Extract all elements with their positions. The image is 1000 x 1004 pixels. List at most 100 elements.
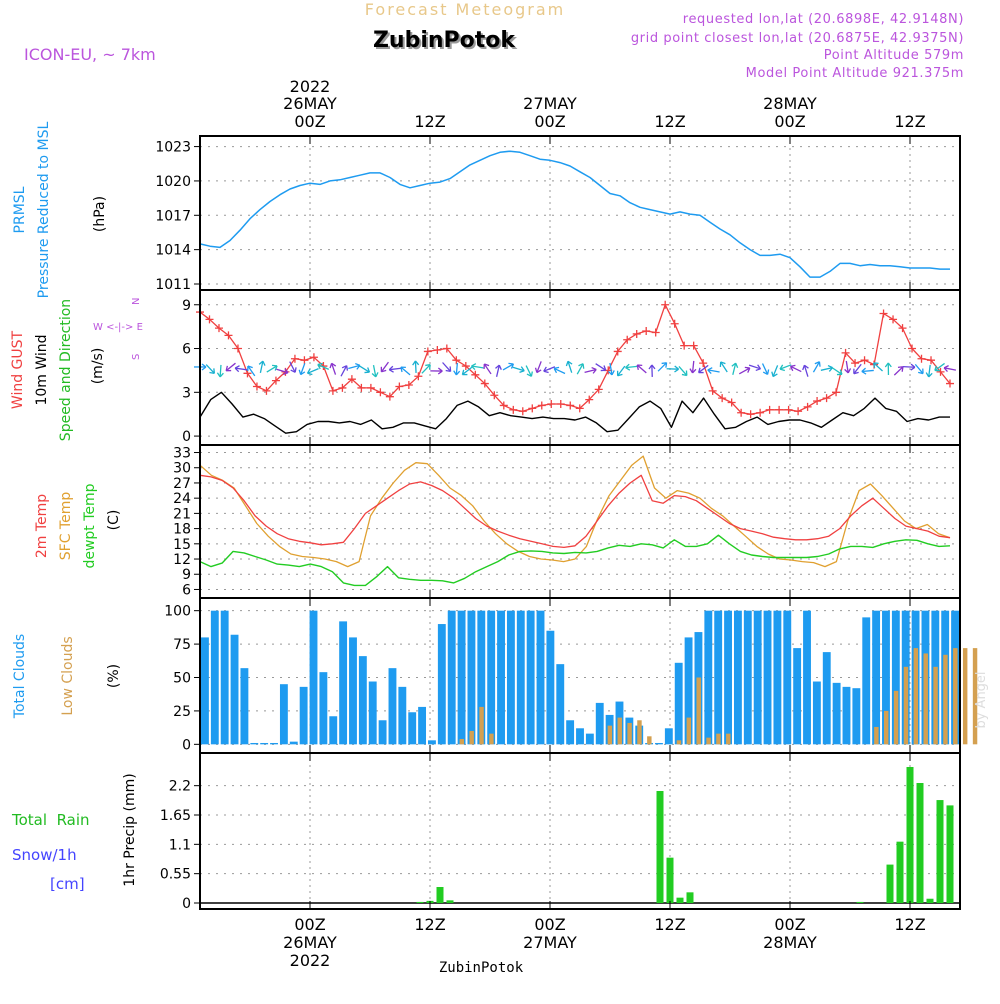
wind-direction-arrow xyxy=(389,365,402,372)
rain-bar xyxy=(927,899,934,903)
total-cloud-bar xyxy=(843,687,851,744)
total-cloud-bar xyxy=(448,611,456,745)
wind-direction-arrow xyxy=(760,362,771,375)
point-altitude: Point Altitude 579m xyxy=(824,48,964,63)
total-cloud-bar xyxy=(260,743,268,744)
top-time-label: 26MAY xyxy=(283,94,337,113)
total-cloud-bar xyxy=(833,683,841,744)
wind-direction-arrow xyxy=(748,362,761,371)
total-cloud-bar xyxy=(537,611,545,745)
gust-marker xyxy=(699,359,707,367)
gust-marker xyxy=(832,388,840,396)
wind-direction-arrow xyxy=(430,368,442,374)
low-cloud-bar xyxy=(963,648,967,744)
total-cloud-bar xyxy=(566,720,574,744)
total-cloud-bar xyxy=(369,682,377,745)
y-tick-label: 21 xyxy=(173,506,191,522)
total-cloud-bar xyxy=(389,668,397,744)
wind-direction-arrow xyxy=(379,360,391,373)
y-tick-label: 1.65 xyxy=(160,808,191,824)
gust-marker xyxy=(300,356,308,364)
pressure-label-2: Pressure Reduced to MSL xyxy=(36,121,52,298)
wind-direction-arrow xyxy=(412,361,419,373)
y-tick-label: 1011 xyxy=(155,277,191,293)
low-cloud-bar xyxy=(716,734,720,745)
requested-coords: requested lon,lat (20.6898E, 42.9148N) xyxy=(683,12,964,27)
wind-direction-arrow xyxy=(656,361,669,374)
total-cloud-bar xyxy=(773,611,781,745)
bottom-time-label: 00Z xyxy=(294,915,325,934)
wind-10m-label: 10m Wind xyxy=(34,334,50,405)
total-cloud-bar xyxy=(852,688,860,744)
wind-direction-arrow xyxy=(338,364,349,377)
pressure-label-1: PRMSL xyxy=(12,186,28,233)
top-time-label: 12Z xyxy=(414,112,445,131)
low-cloud-bar xyxy=(953,648,957,744)
total-cloud-bar xyxy=(280,684,288,744)
wind-direction-arrow xyxy=(306,366,319,376)
wind-direction-arrow xyxy=(738,365,751,376)
wind-direction-arrow xyxy=(482,362,494,375)
wind-direction-arrow xyxy=(204,363,217,376)
wind-direction-arrow xyxy=(811,360,822,373)
total-cloud-bar xyxy=(379,720,387,744)
wind-direction-label: Speed and Direction xyxy=(58,299,74,441)
total-cloud-bar xyxy=(467,611,475,745)
wind-direction-arrow xyxy=(625,363,638,370)
y-tick-label: 9 xyxy=(182,567,191,583)
wind-direction-arrow xyxy=(933,361,946,373)
total-cloud-bar xyxy=(398,687,406,744)
gust-marker xyxy=(234,345,242,353)
total-cloud-bar xyxy=(517,611,525,745)
low-cloud-bar xyxy=(696,678,700,745)
total-cloud-bar xyxy=(655,743,663,744)
wind-direction-arrow xyxy=(820,365,833,374)
total-cloud-bar xyxy=(714,611,722,745)
gust-marker xyxy=(804,403,812,411)
gust-marker xyxy=(661,301,669,309)
wind-direction-arrow xyxy=(512,364,525,373)
y-tick-label: 0.55 xyxy=(160,867,191,883)
y-tick-label: 100 xyxy=(164,604,191,620)
total-cloud-bar xyxy=(349,637,357,744)
wind-direction-arrow xyxy=(677,364,689,377)
bottom-time-label: 00Z xyxy=(534,915,565,934)
y-tick-label: 6 xyxy=(182,342,191,358)
y-tick-label: 3 xyxy=(182,385,191,401)
top-time-label: 00Z xyxy=(534,112,565,131)
total-cloud-bar xyxy=(201,637,209,744)
temp-sfc-label: SFC Temp xyxy=(58,492,74,561)
wind-direction-arrow xyxy=(329,362,339,375)
wind-direction-arrow xyxy=(298,362,308,375)
low-cloud-bar xyxy=(637,720,641,744)
wind-direction-arrow xyxy=(494,364,503,377)
y-tick-label: 0 xyxy=(182,429,191,445)
total-cloud-bar xyxy=(221,611,229,745)
bottom-time-label: 00Z xyxy=(774,915,805,934)
temp-2m-label: 2m Temp xyxy=(34,494,50,558)
wind-direction-arrow xyxy=(913,362,925,375)
rain-bar xyxy=(887,865,894,903)
bottom-time-label: 12Z xyxy=(894,915,925,934)
low-cloud-bar xyxy=(608,726,612,745)
total-cloud-bar xyxy=(862,617,870,744)
rain-bar xyxy=(937,800,944,903)
rain-bar xyxy=(437,887,444,903)
total-cloud-bar xyxy=(310,611,318,745)
total-cloud-bar xyxy=(823,652,831,744)
wind10m-line xyxy=(200,392,950,433)
low-cloud-bar xyxy=(489,734,493,745)
total-cloud-bar xyxy=(734,611,742,745)
total-cloud-bar xyxy=(231,635,239,745)
y-tick-label: 30 xyxy=(173,461,191,477)
gust-marker xyxy=(519,407,527,415)
low-cloud-bar xyxy=(874,727,878,744)
arrow-shaft xyxy=(658,363,666,371)
low-cloud-bar xyxy=(677,740,681,744)
low-cloud-bar xyxy=(647,736,651,744)
wind-direction-arrow xyxy=(615,364,627,377)
wind-direction-arrow xyxy=(862,367,874,374)
y-tick-label: 1020 xyxy=(155,174,191,190)
panel-frame xyxy=(200,136,960,290)
